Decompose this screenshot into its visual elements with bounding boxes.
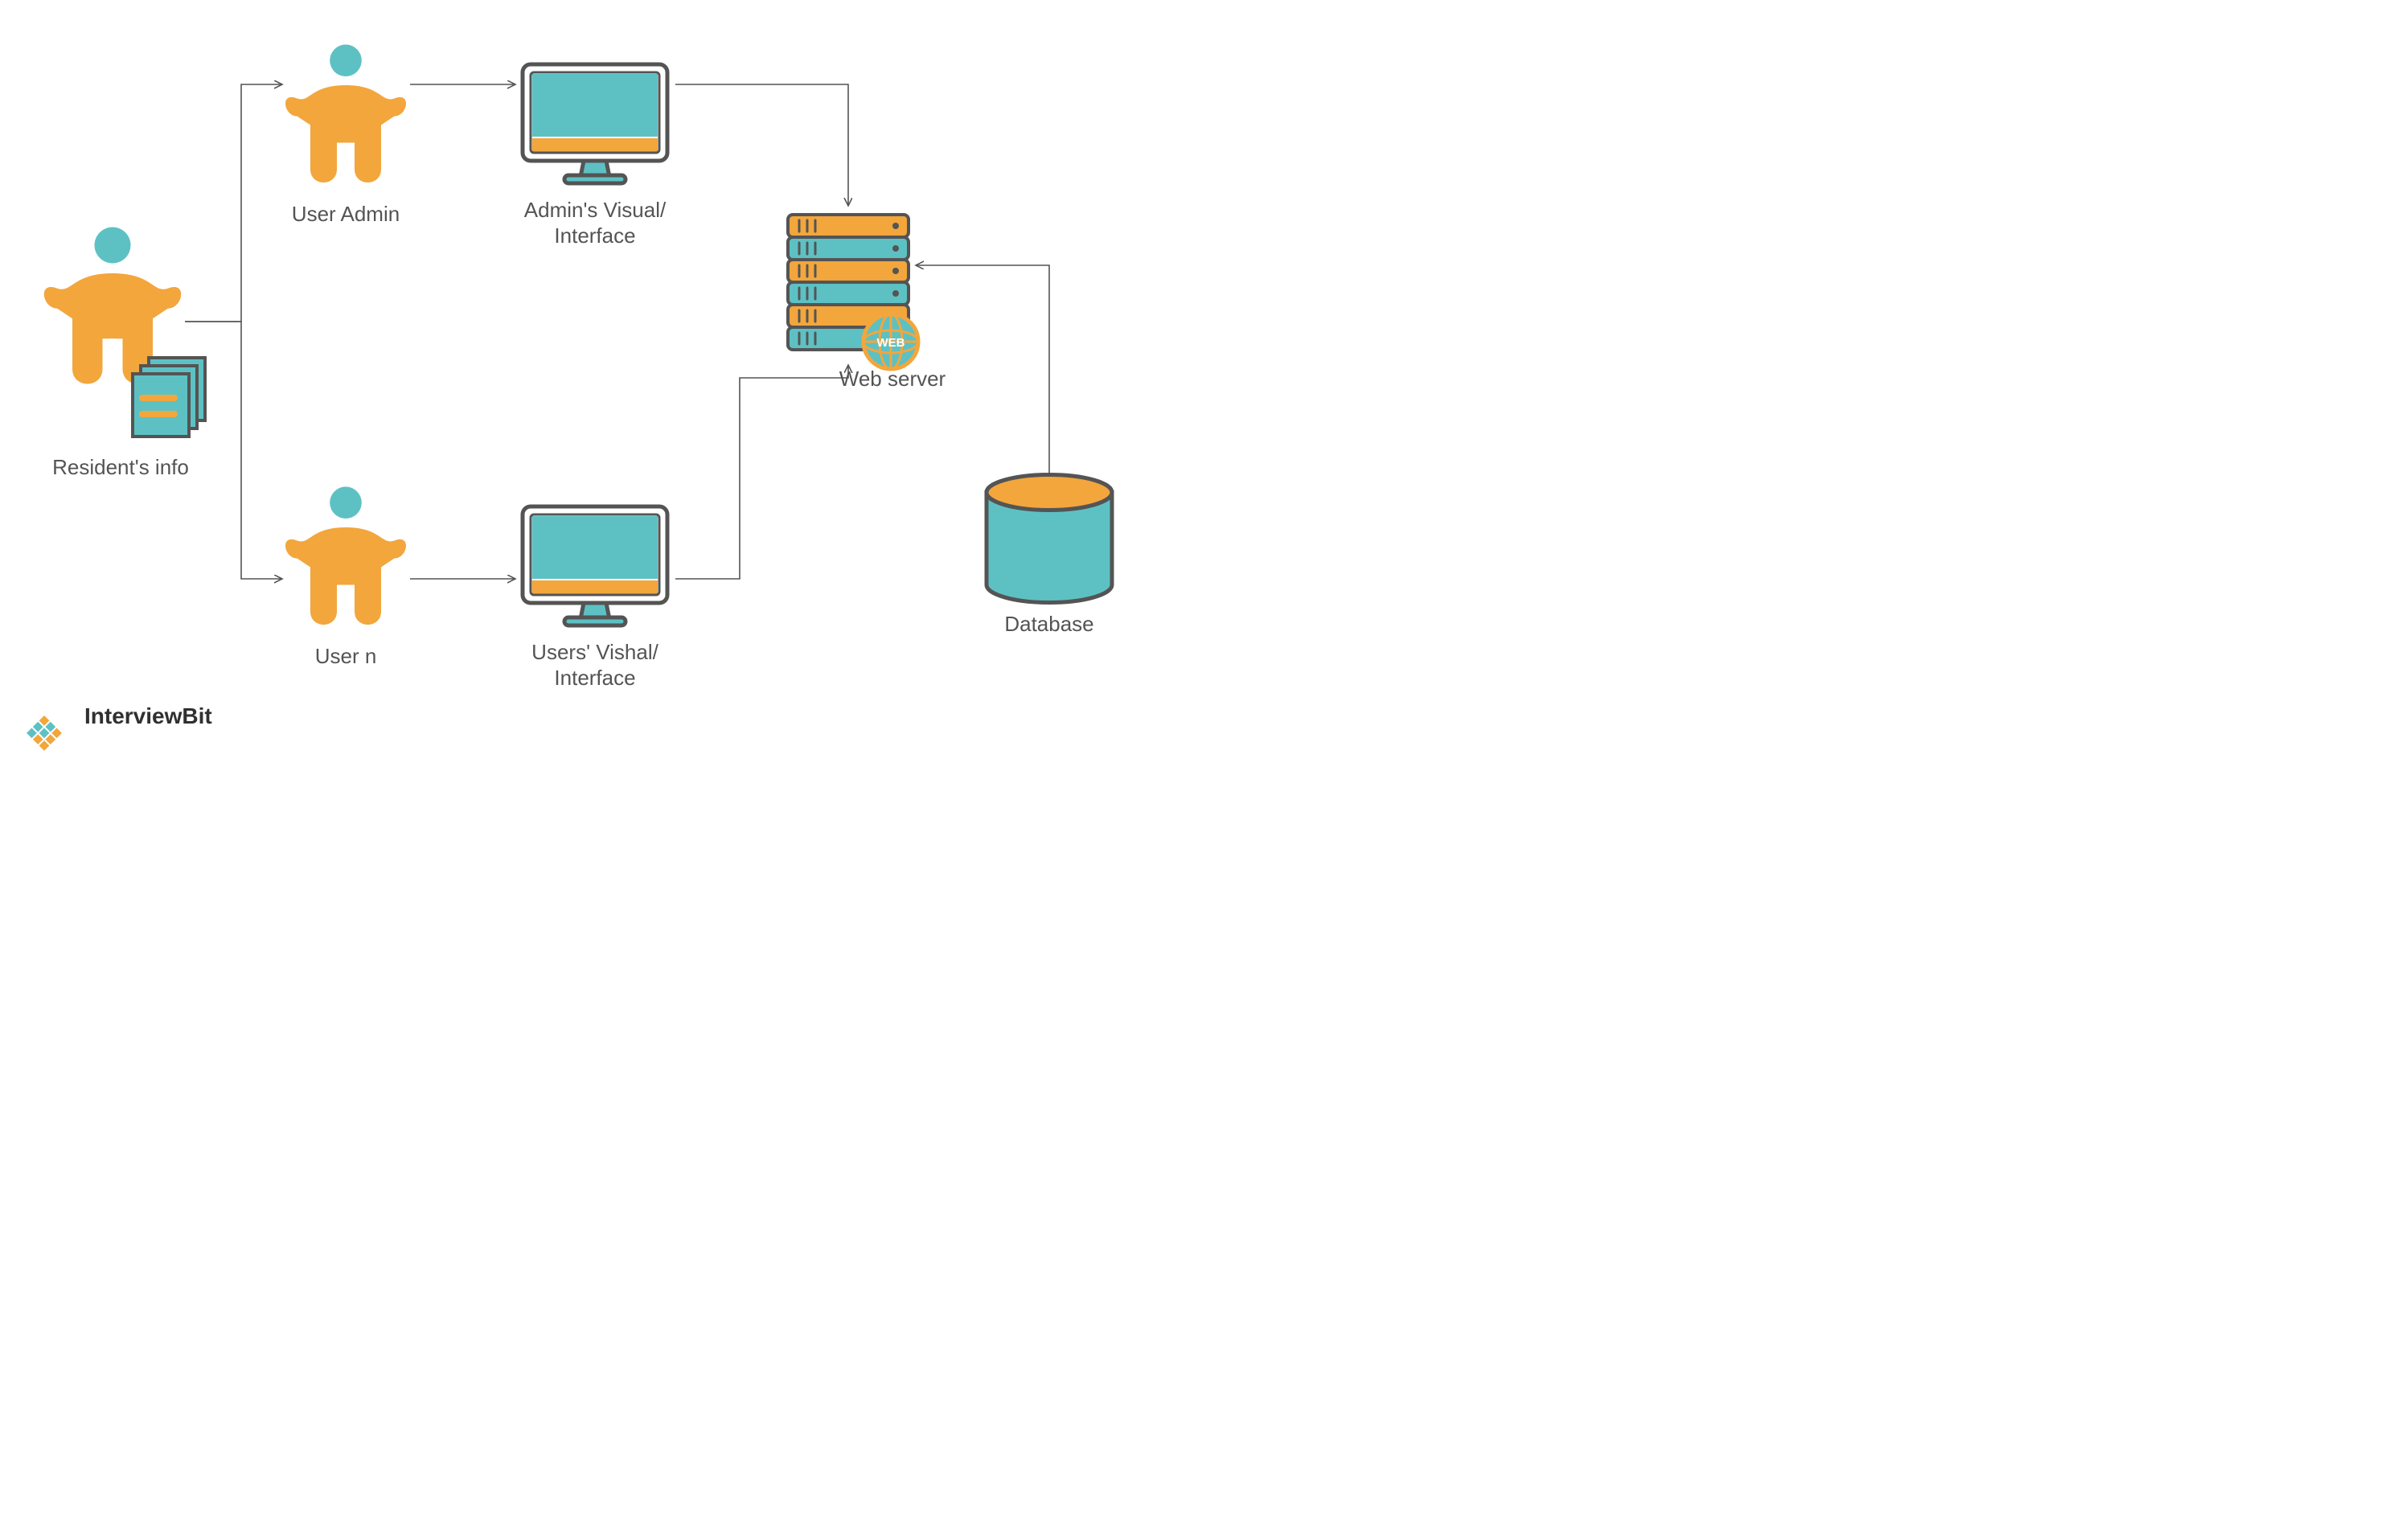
person-icon bbox=[285, 486, 406, 625]
resident-label: Resident's info bbox=[52, 455, 189, 479]
database-icon bbox=[987, 475, 1112, 603]
monitor-icon bbox=[523, 506, 667, 625]
server-icon: WEB bbox=[788, 215, 918, 369]
node-user-admin: User Admin bbox=[285, 44, 406, 226]
node-resident: Resident's info bbox=[44, 228, 205, 480]
monitor-icon bbox=[523, 64, 667, 183]
node-admin-interface: Admin's Visual/Interface bbox=[523, 64, 667, 248]
documents-icon bbox=[133, 358, 205, 437]
database-label: Database bbox=[1004, 612, 1093, 636]
brand-text: InterviewBit bbox=[84, 703, 212, 728]
user-if-label-1: Users' Vishal/ bbox=[531, 640, 658, 664]
node-database: Database bbox=[987, 475, 1112, 637]
edge bbox=[675, 366, 848, 579]
admin-if-label-2: Interface bbox=[554, 223, 635, 248]
user-admin-label: User Admin bbox=[292, 202, 400, 226]
admin-if-label-1: Admin's Visual/ bbox=[524, 198, 667, 222]
node-webserver: WEB Web server bbox=[788, 215, 946, 391]
person-icon bbox=[285, 44, 406, 182]
user-if-label-2: Interface bbox=[554, 666, 635, 690]
webserver-label: Web server bbox=[839, 367, 946, 391]
edge bbox=[185, 84, 281, 322]
node-user-interface: Users' Vishal/Interface bbox=[523, 506, 667, 690]
brand-logo: InterviewBit bbox=[27, 703, 212, 751]
svg-text:WEB: WEB bbox=[877, 336, 905, 350]
edge bbox=[675, 84, 848, 205]
user-n-label: User n bbox=[315, 644, 377, 668]
node-user-n: User n bbox=[285, 486, 406, 668]
